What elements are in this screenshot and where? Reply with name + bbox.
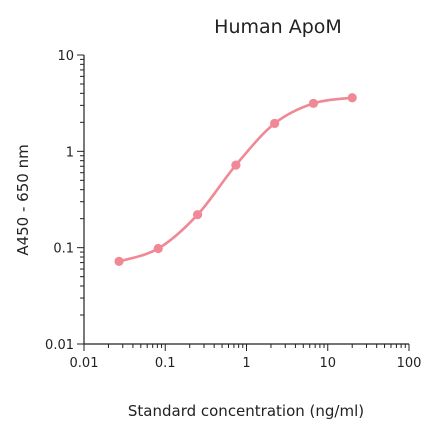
- y-tick-label: 0.1: [53, 242, 74, 257]
- x-tick-label: 0.01: [70, 356, 99, 371]
- axis-ticks: [77, 54, 410, 351]
- tick-labels: 0.01 0.1 1 10 100 0.01 0.1 1 10: [45, 49, 421, 371]
- data-point: [231, 160, 241, 170]
- chart-title: Human ApoM: [214, 16, 342, 38]
- data-point: [308, 98, 319, 108]
- data-point: [192, 210, 203, 220]
- x-axis-label: Standard concentration (ng/ml): [128, 402, 364, 420]
- series-line: [117, 96, 354, 263]
- y-tick-label: 1: [66, 145, 74, 160]
- data-point: [347, 93, 357, 103]
- data-point: [270, 118, 280, 128]
- x-tick-label: 0.1: [155, 356, 176, 371]
- x-tick-label: 10: [319, 356, 336, 371]
- y-axis-label: A450 - 650 nm: [14, 144, 32, 255]
- y-tick-label: 10: [57, 49, 74, 64]
- x-tick-label: 1: [242, 356, 250, 371]
- x-tick-label: 100: [397, 356, 422, 371]
- data-point: [114, 256, 124, 267]
- y-tick-label: 0.01: [45, 338, 74, 353]
- series-layer: [114, 93, 357, 267]
- data-point: [153, 243, 163, 254]
